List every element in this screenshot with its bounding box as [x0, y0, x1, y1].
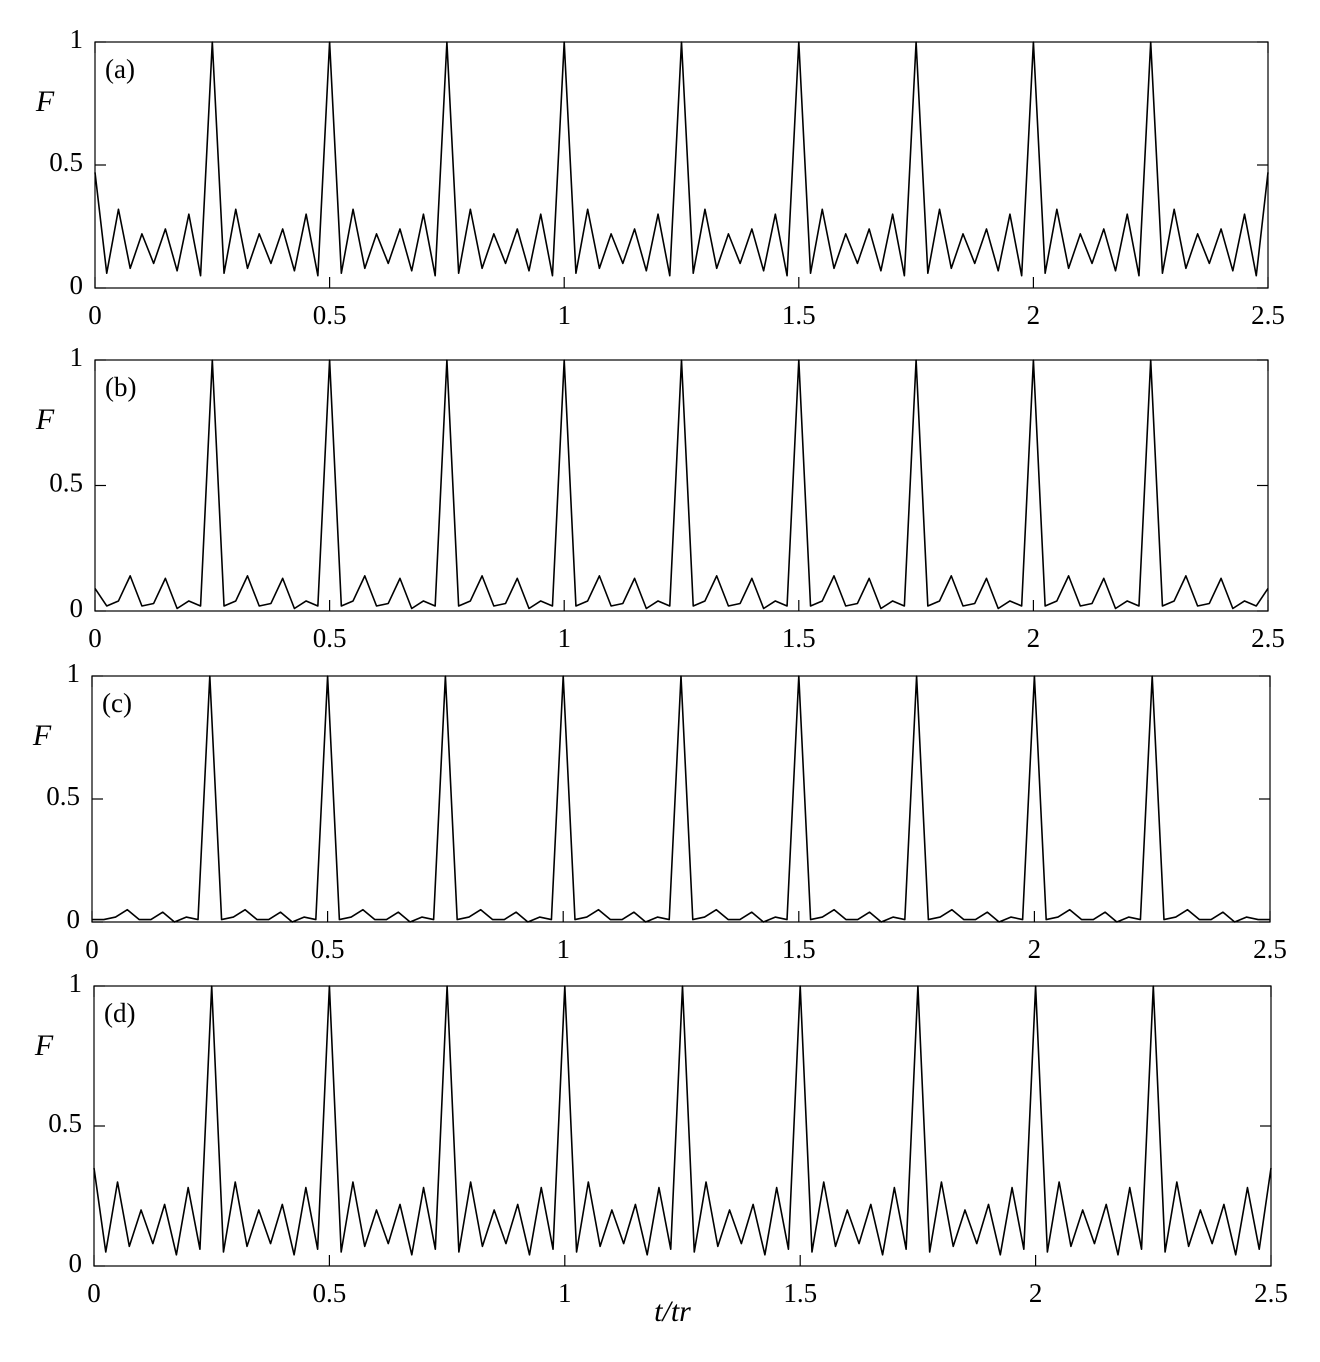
- x-tick-label: 0.5: [313, 623, 347, 653]
- x-tick-label: 0.5: [313, 1278, 347, 1308]
- y-tick-label: 0.5: [48, 1108, 82, 1138]
- data-line: [93, 985, 1272, 1256]
- y-axis-label: F: [34, 1029, 54, 1062]
- x-tick-label: 2: [1027, 300, 1041, 330]
- x-tick-label: 0.5: [313, 300, 347, 330]
- plot-frame: [94, 359, 1269, 612]
- y-tick-label: 0: [70, 593, 84, 623]
- y-tick-label: 0: [69, 1248, 83, 1278]
- x-tick-label: 0: [87, 1278, 101, 1308]
- x-tick-label: 2.5: [1251, 300, 1285, 330]
- y-tick-label: 1: [69, 968, 83, 998]
- x-tick-label: 1: [557, 623, 571, 653]
- x-tick-label: 2.5: [1251, 623, 1285, 653]
- y-tick-label: 0.5: [46, 781, 80, 811]
- x-tick-label: 1: [557, 300, 571, 330]
- y-tick-label: 0: [67, 904, 81, 934]
- y-axis-label: F: [35, 403, 55, 436]
- x-tick-label: 2: [1028, 934, 1042, 964]
- x-tick-label: 1: [558, 1278, 572, 1308]
- y-tick-label: 1: [70, 24, 84, 54]
- y-axis-label: F: [35, 85, 55, 118]
- data-line: [94, 41, 1269, 277]
- x-tick-label: 2: [1029, 1278, 1043, 1308]
- x-tick-label: 1.5: [782, 934, 816, 964]
- y-tick-label: 0: [70, 270, 84, 300]
- x-tick-label: 1: [556, 934, 570, 964]
- y-tick-label: 1: [70, 342, 84, 372]
- plot-frame: [93, 985, 1272, 1267]
- x-tick-label: 0: [85, 934, 99, 964]
- y-tick-label: 1: [67, 658, 81, 688]
- panel-label: (b): [105, 372, 136, 402]
- data-line: [94, 359, 1269, 610]
- x-tick-label: 0: [88, 300, 102, 330]
- plot-frame: [94, 41, 1269, 289]
- x-tick-label: 1.5: [783, 1278, 817, 1308]
- y-axis-label: F: [32, 719, 52, 752]
- x-tick-label: 1.5: [782, 300, 816, 330]
- x-tick-label: 0.5: [311, 934, 345, 964]
- panel-label: (a): [105, 54, 135, 84]
- y-tick-label: 0.5: [49, 468, 83, 498]
- plot-frame: [91, 675, 1271, 923]
- x-tick-label: 2.5: [1254, 1278, 1288, 1308]
- x-axis-label: t/tr: [654, 1295, 691, 1328]
- y-tick-label: 0.5: [49, 147, 83, 177]
- panel-label: (d): [104, 998, 135, 1028]
- data-line: [92, 675, 1270, 923]
- x-tick-label: 2: [1027, 623, 1041, 653]
- x-tick-label: 2.5: [1253, 934, 1287, 964]
- x-tick-label: 1.5: [782, 623, 816, 653]
- panel-label: (c): [102, 688, 132, 718]
- x-tick-label: 0: [88, 623, 102, 653]
